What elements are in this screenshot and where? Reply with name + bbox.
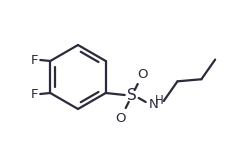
- Text: O: O: [137, 68, 147, 80]
- Text: O: O: [115, 112, 125, 125]
- Text: F: F: [30, 54, 38, 67]
- Text: N: N: [148, 97, 158, 110]
- Text: F: F: [30, 87, 38, 100]
- Text: H: H: [155, 95, 164, 107]
- Text: S: S: [126, 88, 136, 104]
